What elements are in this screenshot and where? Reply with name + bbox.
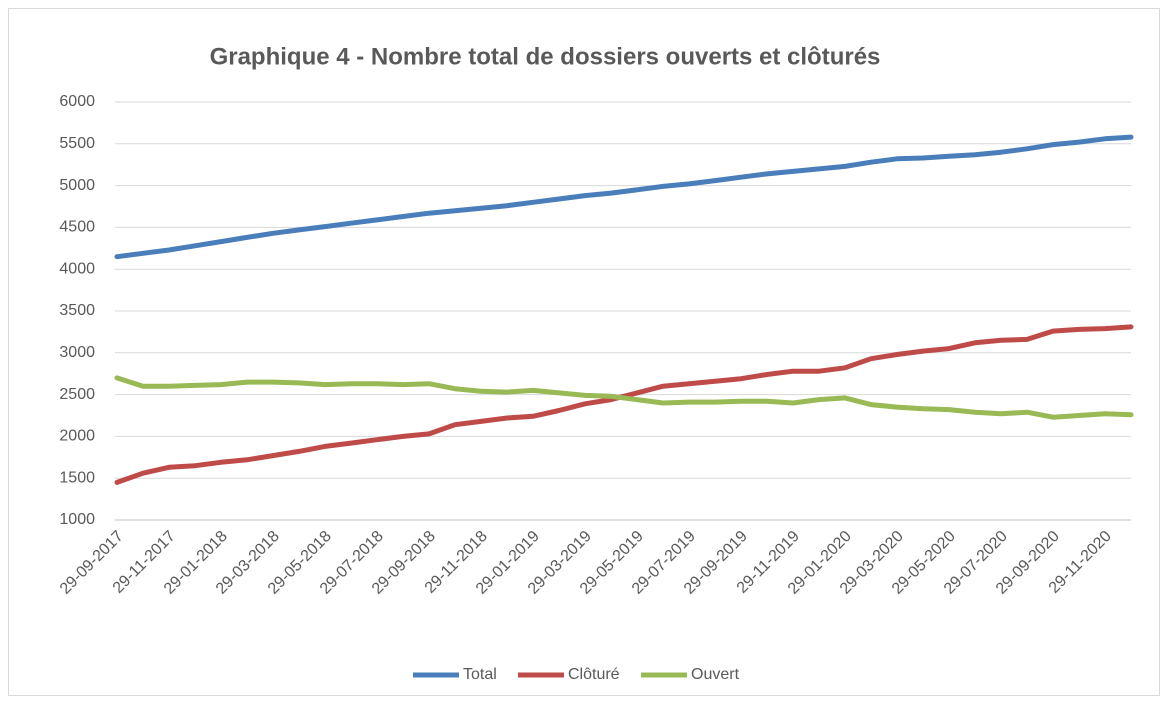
y-tick-label: 3000 [59,344,95,361]
chart-title: Graphique 4 - Nombre total de dossiers o… [210,43,881,70]
y-tick-label: 2500 [59,386,95,403]
legend-label: Ouvert [691,666,740,683]
legend-label: Total [463,666,497,683]
y-tick-label: 4500 [59,219,95,236]
y-tick-label: 1500 [59,469,95,486]
y-tick-label: 5000 [59,177,95,194]
chart-frame [8,8,1160,696]
y-tick-label: 5500 [59,135,95,152]
series-line [114,134,1134,260]
legend-label: Clôturé [568,666,620,683]
y-tick-label: 4000 [59,260,95,277]
y-tick-label: 3500 [59,302,95,319]
y-tick-label: 2000 [59,428,95,445]
series-line [114,375,1134,420]
y-tick-label: 1000 [59,511,95,528]
y-tick-label: 6000 [59,93,95,110]
